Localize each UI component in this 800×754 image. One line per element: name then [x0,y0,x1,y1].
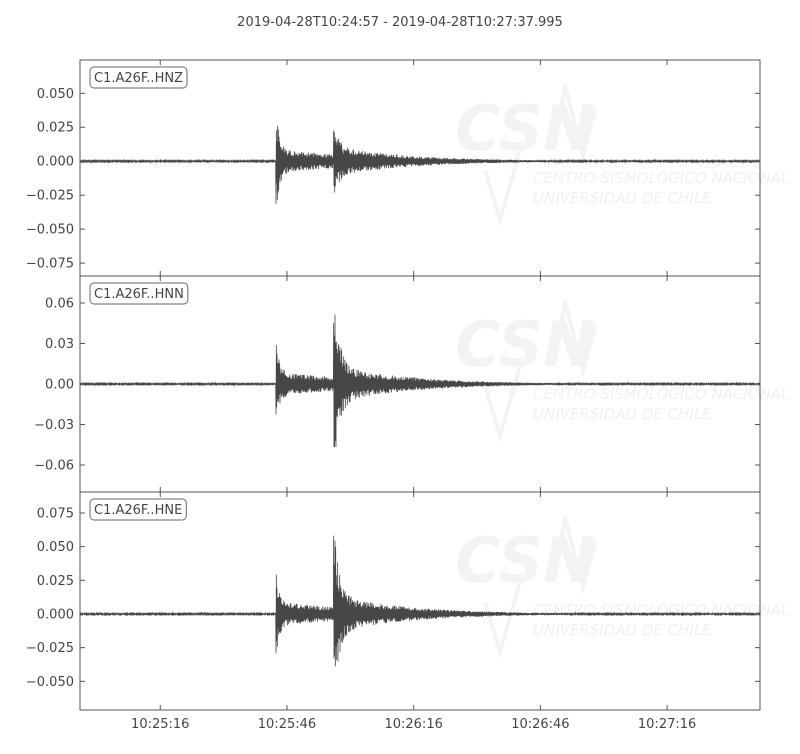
y-tick-label: −0.025 [26,641,74,656]
csn-watermark: CSN CENTRO SISMOLÓGICO NACIONAL UNIVERSIDA… [455,516,789,660]
trace-label-text: C1.A26F..HNE [94,503,182,518]
x-tick-label: 10:25:16 [131,717,189,732]
watermark-logo: CSN [455,92,595,165]
watermark-logo: CSN [455,308,595,381]
y-tick-label: 0.025 [37,574,74,589]
watermark-line2: UNIVERSIDAD DE CHILE [533,189,712,207]
y-tick-label: 0.03 [45,337,74,352]
y-tick-label: −0.075 [26,257,74,272]
watermark-wave [483,149,522,228]
y-tick-label: −0.03 [34,418,74,433]
watermark-line2: UNIVERSIDAD DE CHILE [533,405,712,423]
panel-frame [79,491,761,711]
x-tick-label: 10:27:16 [638,717,696,732]
waveform-trace [79,314,761,448]
y-tick-label: 0.050 [37,87,74,102]
y-tick-label: 0.06 [45,297,74,312]
trace-label: C1.A26F..HNN [89,282,189,305]
trace-panel: CSN CENTRO SISMOLÓGICO NACIONAL UNIVERSIDA… [26,59,789,277]
watermark-wave [483,365,522,444]
watermark-wave [553,300,597,379]
x-tick-label: 10:25:46 [258,717,316,732]
trace-panel: CSN CENTRO SISMOLÓGICO NACIONAL UNIVERSIDA… [26,491,789,711]
watermark-wave [553,516,597,595]
y-tick-label: 0.050 [37,540,74,555]
y-tick-label: −0.06 [34,459,74,474]
trace-label-box [89,498,187,521]
trace-panel: CSN CENTRO SISMOLÓGICO NACIONAL UNIVERSIDA… [34,275,789,493]
x-axis: 10:25:16 10:25:46 10:26:16 10:26:46 10:27:16 [131,717,696,732]
trace-label: C1.A26F..HNE [89,498,187,521]
y-tick-label: −0.050 [26,675,74,690]
watermark-line1: CENTRO SISMOLÓGICO NACIONAL [533,168,789,187]
panel-frame [79,59,761,277]
watermark-line1: CENTRO SISMOLÓGICO NACIONAL [533,600,789,619]
y-tick-label: 0.00 [45,378,74,393]
trace-label-box [89,66,188,89]
y-tick-label: 0.025 [37,121,74,136]
watermark-wave [483,581,522,660]
watermark-wave [553,84,597,163]
chart-title: 2019-04-28T10:24:57 - 2019-04-28T10:27:3… [237,15,563,30]
y-tick-label: 0.075 [37,507,74,522]
csn-watermark: CSN CENTRO SISMOLÓGICO NACIONAL UNIVERSIDA… [455,300,789,444]
waveform-trace [79,125,761,204]
y-tick-label: −0.025 [26,189,74,204]
trace-label: C1.A26F..HNZ [89,66,188,89]
y-tick-label: 0.000 [37,155,74,170]
x-tick-label: 10:26:46 [511,717,569,732]
trace-label-box [89,282,189,305]
csn-watermark: CSN CENTRO SISMOLÓGICO NACIONAL UNIVERSIDA… [455,84,789,228]
watermark-logo: CSN [455,524,595,597]
trace-label-text: C1.A26F..HNZ [94,71,183,86]
trace-label-text: C1.A26F..HNN [94,287,184,302]
x-tick-label: 10:26:16 [384,717,442,732]
watermark-line2: UNIVERSIDAD DE CHILE [533,621,712,639]
y-tick-label: −0.050 [26,223,74,238]
watermark-line1: CENTRO SISMOLÓGICO NACIONAL [533,384,789,403]
waveform-trace [79,535,761,667]
y-tick-label: 0.000 [37,607,74,622]
